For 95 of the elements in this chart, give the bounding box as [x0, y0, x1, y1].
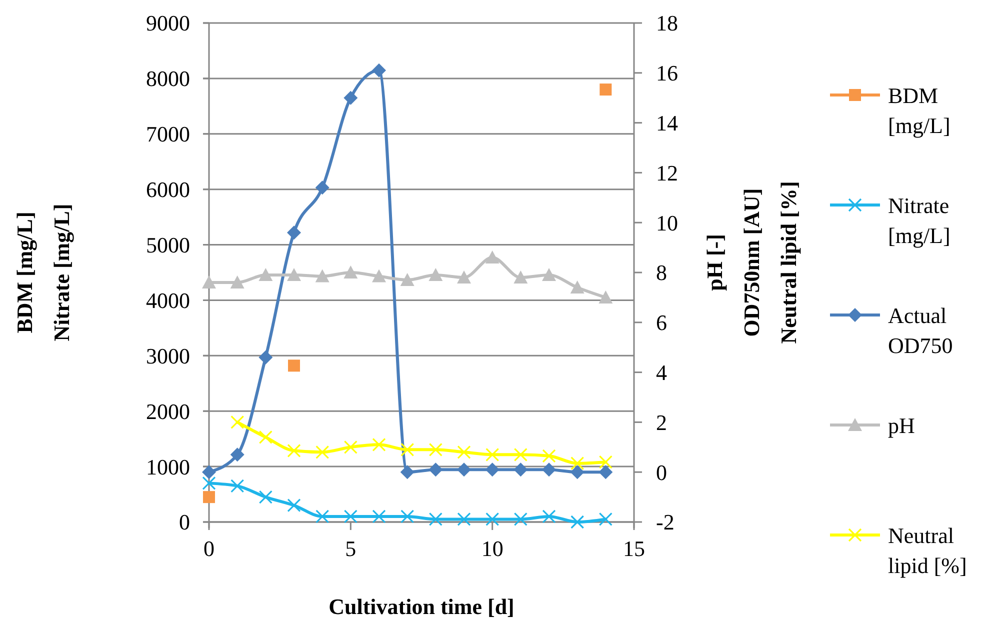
point: [202, 465, 216, 480]
point: [230, 275, 244, 288]
y2-tick-label: 4: [656, 360, 667, 385]
point: [287, 268, 301, 281]
point: [288, 360, 300, 372]
point: [514, 270, 528, 284]
point: [570, 280, 584, 294]
point: [457, 462, 471, 477]
point: [542, 510, 556, 524]
point: [485, 462, 500, 477]
point: [230, 448, 244, 462]
point: [316, 445, 330, 459]
y-tick-label: 6000: [146, 177, 190, 202]
point: [400, 272, 414, 286]
point: [428, 442, 442, 456]
x-axis-title: Cultivation time [d]: [328, 594, 514, 619]
x-tick-label: 10: [481, 536, 504, 561]
point: [514, 512, 528, 526]
point: [258, 490, 272, 504]
y-tick-label: 5000: [146, 232, 190, 258]
x-tick-label: 5: [345, 536, 356, 561]
y2-tick-label: 12: [656, 160, 678, 186]
point: [428, 512, 442, 526]
point: [400, 465, 414, 480]
point: [457, 445, 471, 459]
point: [372, 269, 386, 282]
point: [570, 515, 584, 529]
point: [570, 456, 584, 470]
y2-tick-label: -2: [656, 510, 674, 535]
point: [230, 479, 244, 493]
y-tick-label: 4000: [146, 288, 190, 313]
point: [542, 268, 556, 281]
point: [400, 510, 414, 524]
legend-label: Neutral lipid [%]: [888, 523, 967, 578]
point: [486, 448, 500, 462]
point: [372, 510, 386, 524]
legend-label: BDM [mg/L]: [888, 83, 950, 138]
y2-tick-label: 10: [656, 210, 678, 236]
point: [485, 250, 500, 264]
point: [287, 498, 301, 512]
y-tick-label: 8000: [146, 66, 190, 92]
point: [542, 462, 556, 477]
legend-label: Actual OD750: [888, 303, 953, 358]
y2-tick-label: 16: [656, 60, 678, 86]
point: [316, 510, 330, 524]
legend-label: pH: [888, 413, 915, 438]
point: [203, 491, 215, 504]
point: [600, 84, 612, 96]
point: [258, 350, 273, 364]
point: [598, 290, 613, 304]
point: [598, 455, 612, 469]
y2-tick-label: 18: [656, 10, 678, 36]
x-tick-label: 0: [204, 536, 214, 561]
point: [542, 449, 556, 463]
y2-axis-title: pH [-] OD750nm [AU] Neutral lipid [%]: [702, 181, 801, 344]
point: [514, 462, 528, 477]
point: [428, 462, 443, 477]
point: [428, 268, 443, 281]
point: [344, 440, 358, 454]
y2-tick-label: 2: [656, 410, 667, 435]
point: [598, 512, 612, 526]
point: [486, 512, 500, 526]
point: [457, 270, 471, 284]
point: [202, 275, 216, 288]
y-tick-label: 3000: [146, 343, 190, 368]
point: [372, 438, 386, 452]
y-tick-label: 0: [179, 510, 190, 535]
point: [344, 266, 358, 278]
point: [457, 512, 471, 526]
point: [570, 465, 584, 480]
point: [287, 444, 301, 458]
point: [514, 448, 528, 462]
x-tick-label: 15: [623, 536, 645, 561]
point: [344, 510, 358, 524]
y-tick-label: 9000: [146, 10, 190, 36]
y-tick-label: 1000: [146, 454, 190, 480]
y2-tick-label: 6: [656, 310, 667, 336]
y2-tick-label: 14: [656, 110, 678, 136]
point: [372, 63, 386, 78]
point: [400, 442, 414, 456]
point: [315, 269, 330, 282]
y2-tick-label: 0: [656, 460, 667, 485]
point: [230, 415, 244, 429]
point: [598, 465, 613, 480]
point: [258, 268, 273, 281]
y-tick-label: 2000: [146, 398, 190, 424]
y-axis-title: BDM [mg/L] Nitrate [mg/L]: [12, 204, 74, 342]
legend-label: Nitrate [mg/L]: [888, 193, 950, 248]
point: [344, 90, 358, 105]
y2-tick-label: 8: [656, 260, 667, 286]
point: [258, 430, 272, 444]
point: [315, 180, 330, 195]
y-tick-label: 7000: [146, 122, 190, 147]
point: [287, 226, 301, 240]
point: [202, 476, 216, 490]
